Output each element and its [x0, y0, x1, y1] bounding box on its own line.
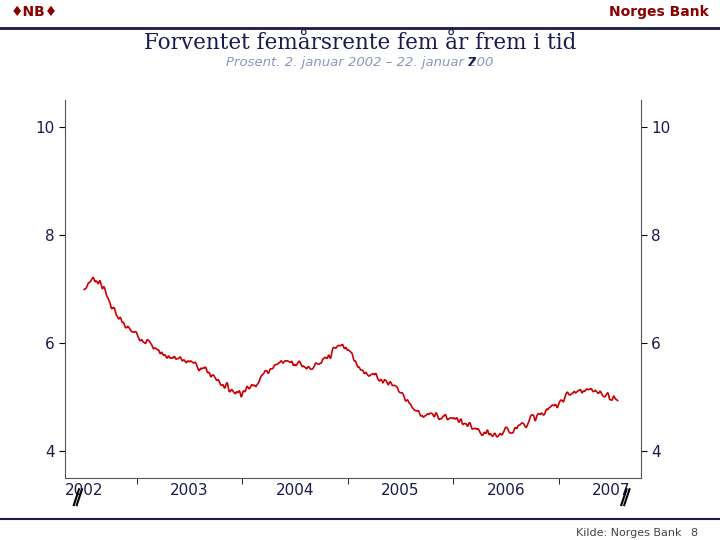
Text: 7: 7	[467, 56, 476, 69]
Text: Norges Bank: Norges Bank	[609, 5, 709, 19]
Text: Forventet femårsrente fem år frem i tid: Forventet femårsrente fem år frem i tid	[144, 32, 576, 54]
Text: 8: 8	[690, 528, 697, 538]
Text: ♦NB♦: ♦NB♦	[11, 5, 58, 19]
Text: Prosent. 2. januar 2002 – 22. januar 200: Prosent. 2. januar 2002 – 22. januar 200	[226, 56, 494, 69]
Text: Prosent. 2. januar 2002 – 22. januar 2007: Prosent. 2. januar 2002 – 22. januar 200…	[222, 56, 498, 69]
Text: Kilde: Norges Bank: Kilde: Norges Bank	[576, 528, 682, 538]
